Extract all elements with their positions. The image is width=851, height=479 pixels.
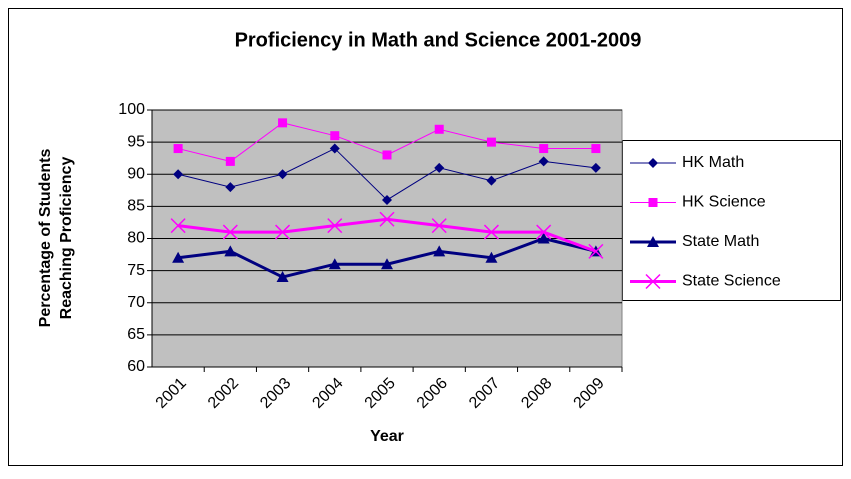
point [483,224,499,240]
point [434,124,444,134]
point [485,251,498,263]
y-tick-label: 100 [118,101,145,118]
y-tick-label: 95 [127,133,145,150]
legend-marker [648,198,658,207]
y-tick-label: 70 [127,294,145,311]
legend [622,140,841,301]
point [277,169,288,180]
point [224,245,237,257]
point [275,224,291,240]
point [381,258,393,270]
y-tick-label: 65 [127,326,145,343]
point [170,218,186,234]
point [329,143,340,154]
point [588,243,604,259]
point [536,224,552,240]
point [486,137,496,147]
point [173,169,184,180]
point [590,162,601,173]
y-tick-label: 90 [127,165,145,182]
legend-label: State Math [682,233,759,250]
point [431,218,447,234]
chart-title: Proficiency in Math and Science 2001-200… [235,29,642,51]
legend-label: HK Math [682,154,744,171]
legend-label: HK Science [682,194,766,211]
point [173,144,183,154]
y-axis-label: Percentage of Students [37,149,54,328]
y-axis-label: Reaching Proficiency [58,157,75,320]
point [538,156,549,167]
legend-marker [647,236,659,247]
y-tick-label: 75 [127,262,145,279]
point [225,182,236,193]
point [276,271,289,283]
point [278,118,288,128]
y-tick-label: 60 [127,358,145,375]
y-tick-label: 85 [127,198,145,215]
point [327,218,343,234]
point [486,175,497,186]
point [433,245,446,257]
point [330,131,340,141]
x-axis-label: Year [370,428,404,445]
point [379,211,395,227]
point [434,162,445,173]
point [382,194,392,205]
point [225,156,235,166]
point [591,144,601,154]
legend-marker [648,158,658,168]
legend-label: State Science [682,273,781,290]
point [539,144,549,154]
y-tick-label: 80 [127,230,145,247]
point [172,251,185,263]
point [328,258,341,270]
legend-marker [645,273,661,290]
point [222,224,238,240]
point [537,232,550,244]
point [382,150,392,160]
